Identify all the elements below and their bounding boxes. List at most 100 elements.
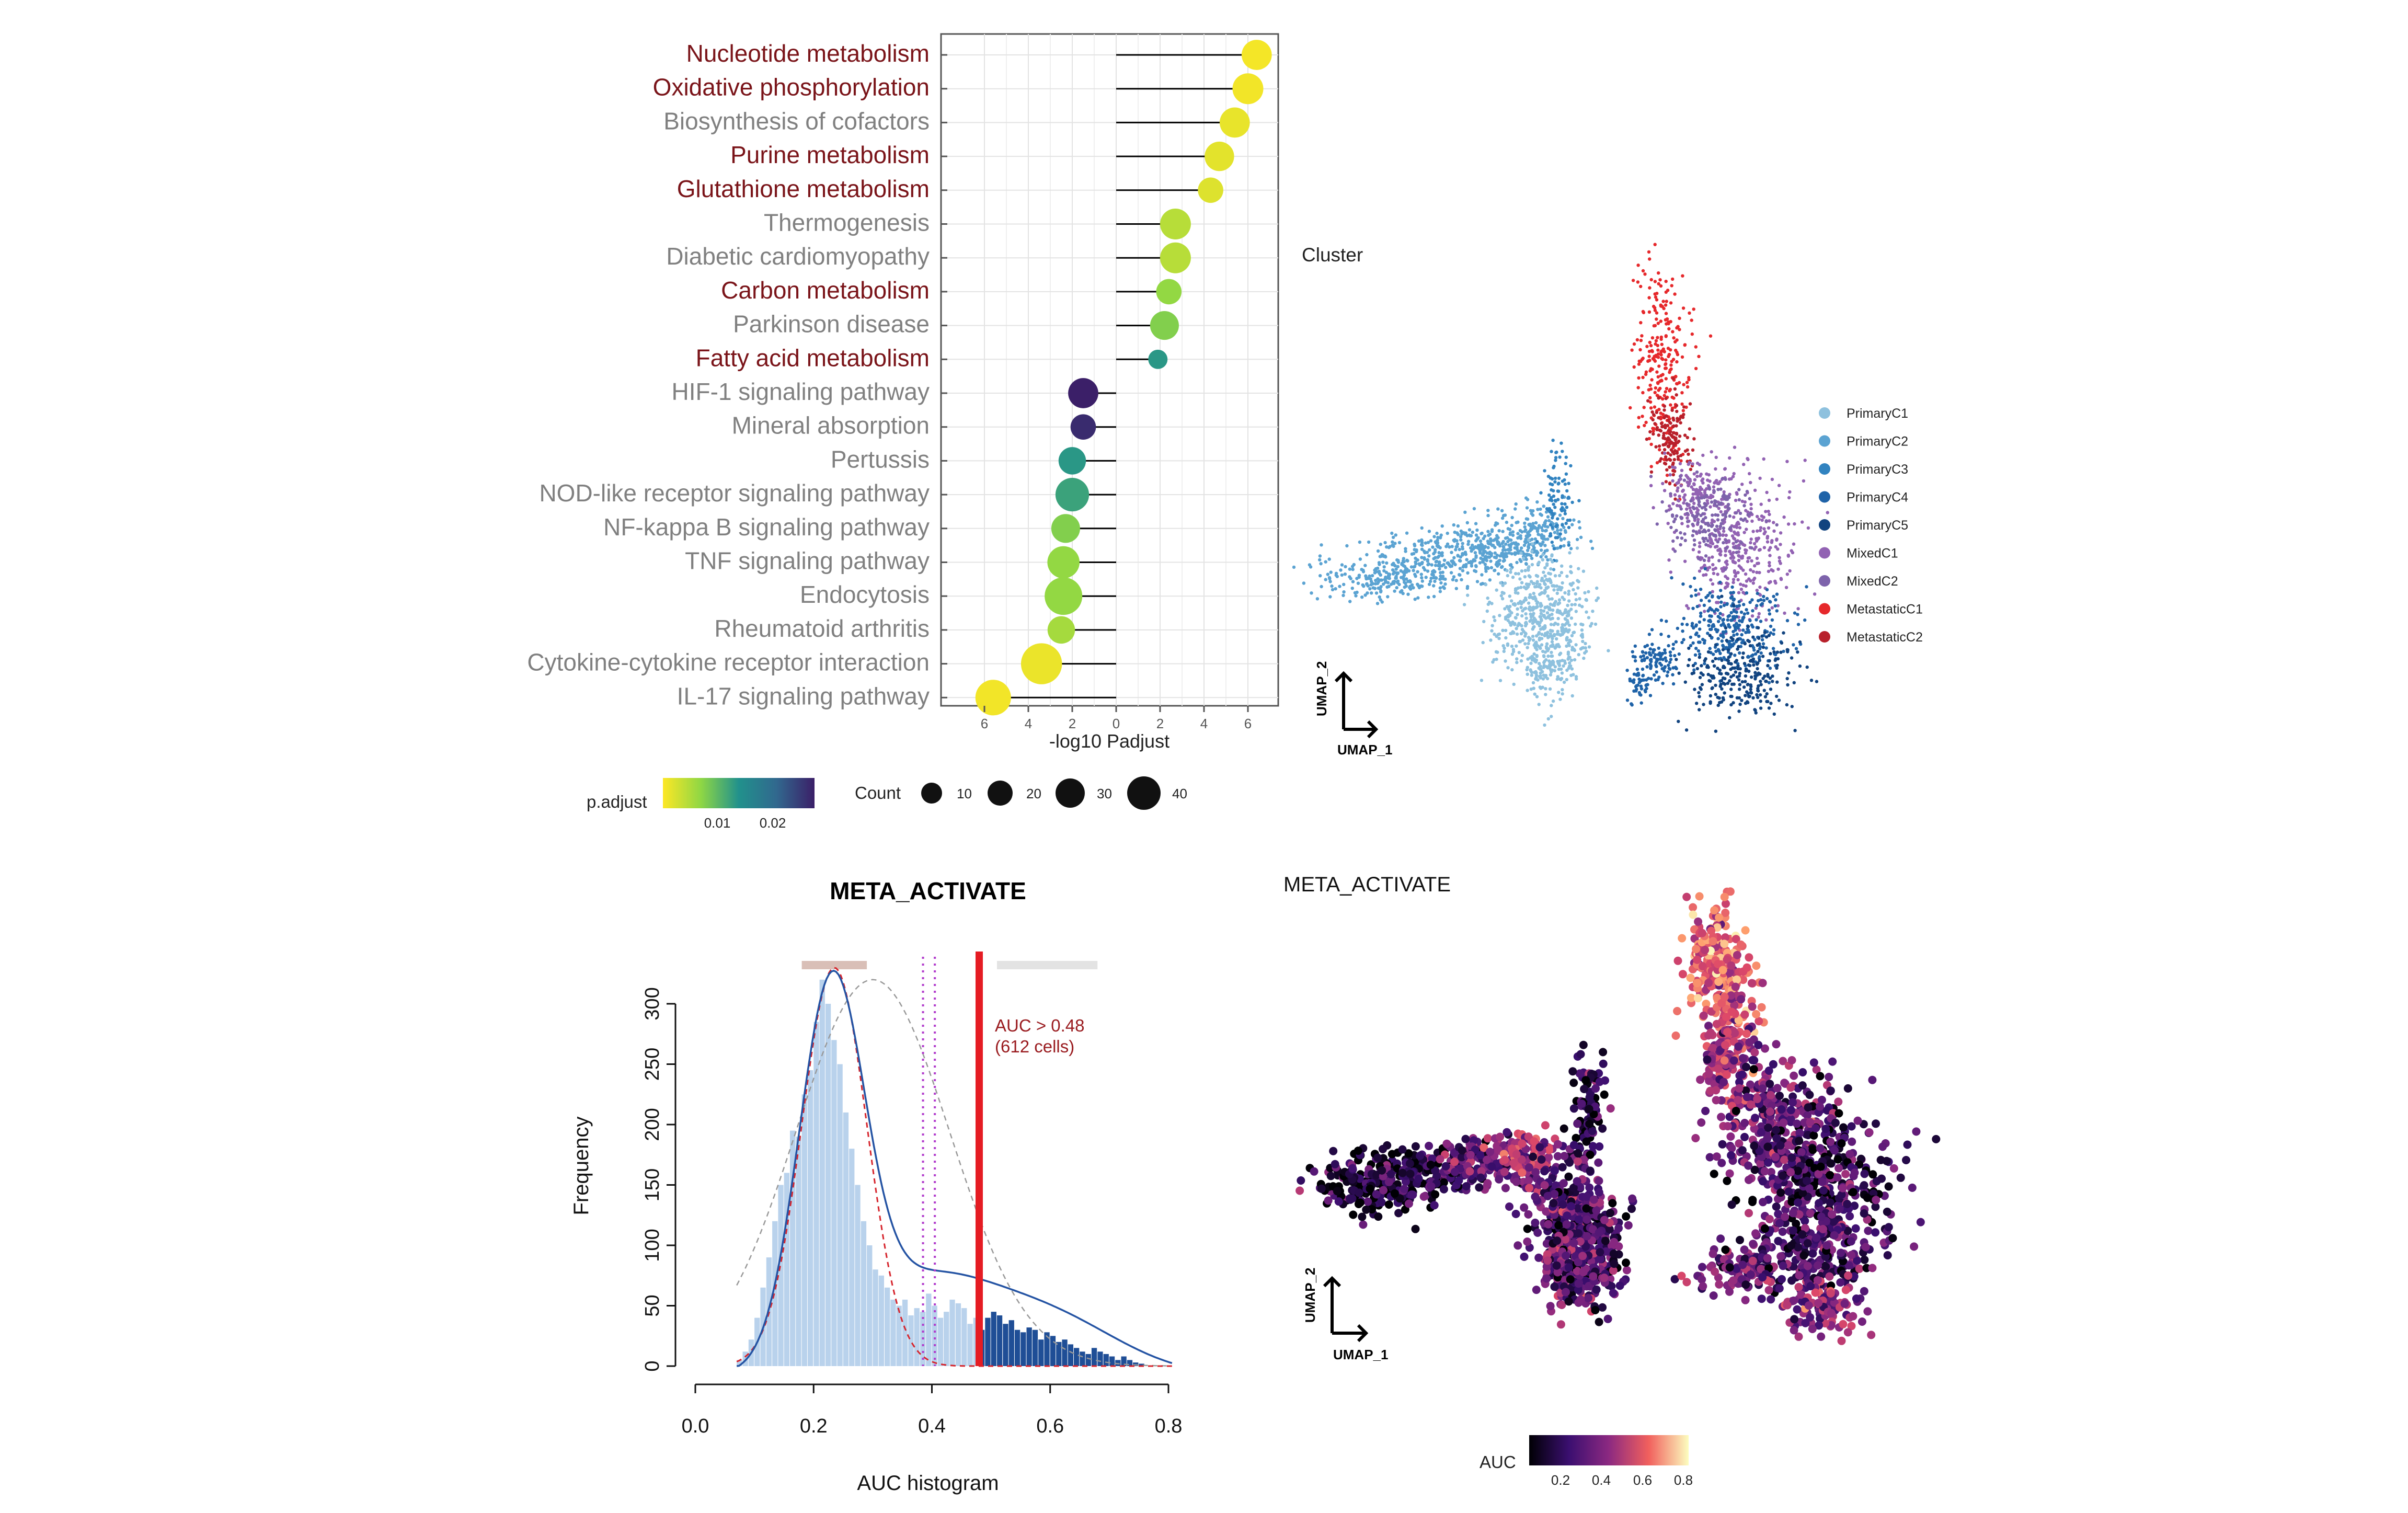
umap-point [1690,485,1693,489]
lollipop-x-label: -log10 Padjust [1049,730,1169,752]
umap-point [1684,728,1689,732]
umap-point [1725,546,1728,550]
umap-point [1565,575,1569,578]
umap-point [1531,635,1535,638]
umap-auc-point [1585,1119,1594,1128]
umap-point [1504,617,1508,621]
umap-point [1510,645,1514,648]
umap-point [1374,570,1379,574]
umap-point [1654,663,1658,667]
umap-point [1692,472,1696,476]
umap-point [1652,413,1656,417]
histogram-y-label: Frequency [570,1117,593,1216]
umap-point [1358,540,1362,544]
umap-point [1682,496,1685,499]
umap-point [1636,263,1640,267]
cluster-legend-label: PrimaryC4 [1847,490,1908,505]
umap-point [1544,658,1548,662]
umap-point [1726,506,1730,510]
umap-point [1655,522,1659,526]
umap-point [1654,339,1658,342]
umap-point [1768,519,1771,523]
umap-point [1786,554,1791,558]
umap-point [1515,547,1519,552]
size-legend-label: 10 [957,786,972,801]
umap-point [1528,595,1531,599]
umap-point [1755,693,1759,697]
umap-auc-point [1509,1159,1518,1167]
umap-point [1539,676,1543,680]
umap-point [1744,548,1747,552]
umap-point [1719,600,1723,604]
umap-point [1371,582,1375,586]
umap-point [1730,694,1734,698]
umap-point [1533,657,1536,661]
umap-point [1515,644,1518,648]
umap-point [1516,607,1519,611]
umap-point [1708,647,1712,650]
umap-point [1645,683,1648,687]
umap-point [1459,535,1463,538]
umap-point [1796,613,1799,616]
umap-point [1648,286,1652,290]
umap-point [1580,605,1584,609]
umap-point [1324,560,1327,564]
umap-point [1432,594,1436,599]
umap-point [1350,565,1355,568]
umap-point [1726,681,1730,685]
umap-point [1575,546,1579,550]
umap-auc-point [1512,1177,1521,1186]
umap-point [1750,614,1755,618]
umap-point [1378,563,1381,566]
umap-point [1390,531,1394,535]
umap-point [1656,322,1660,325]
umap-point [1714,693,1717,696]
umap-point [1756,686,1760,691]
umap-point [1338,584,1341,588]
umap-point [1727,624,1730,628]
umap-point [1655,670,1658,674]
umap-point [1699,513,1703,518]
umap-point [1574,643,1578,647]
umap-point [1569,464,1573,468]
umap-point [1692,626,1695,630]
umap-point [1698,656,1701,659]
umap-point [1786,648,1790,652]
umap-point [1334,587,1337,591]
umap-point [1466,571,1470,575]
umap-point [1466,540,1471,543]
umap-auc-point [1569,1239,1578,1247]
umap-point [1678,316,1681,320]
umap-point [1661,436,1665,440]
umap-auc-point [1614,1224,1623,1233]
umap-point [1498,558,1501,563]
umap-point [1524,517,1528,521]
umap-point [1669,363,1673,367]
cluster-legend-swatch [1819,547,1830,559]
umap-point [1685,516,1689,520]
lollipop-dot [1070,414,1096,440]
umap-point [1650,628,1654,632]
umap-point [1587,616,1591,620]
umap-point [1693,576,1696,580]
umap-point [1673,497,1677,501]
umap-point [1696,557,1701,560]
umap-point [1753,488,1757,492]
umap-point [1475,528,1479,532]
umap-point [1416,596,1420,600]
umap-point [1667,644,1670,648]
umap-point [1670,284,1673,288]
umap-auc-point [1436,1155,1444,1164]
umap-point [1655,428,1659,431]
umap-point [1740,556,1744,560]
umap-point [1485,609,1489,613]
umap-point [1561,517,1565,521]
umap-point [1641,391,1645,395]
umap-auc-point [1398,1168,1407,1177]
umap-point [1726,615,1730,618]
umap-point [1771,680,1774,683]
umap-point [1724,495,1728,498]
umap-point [1713,528,1717,532]
umap-point [1543,521,1547,524]
umap-axis-y-label: UMAP_2 [1314,661,1329,716]
